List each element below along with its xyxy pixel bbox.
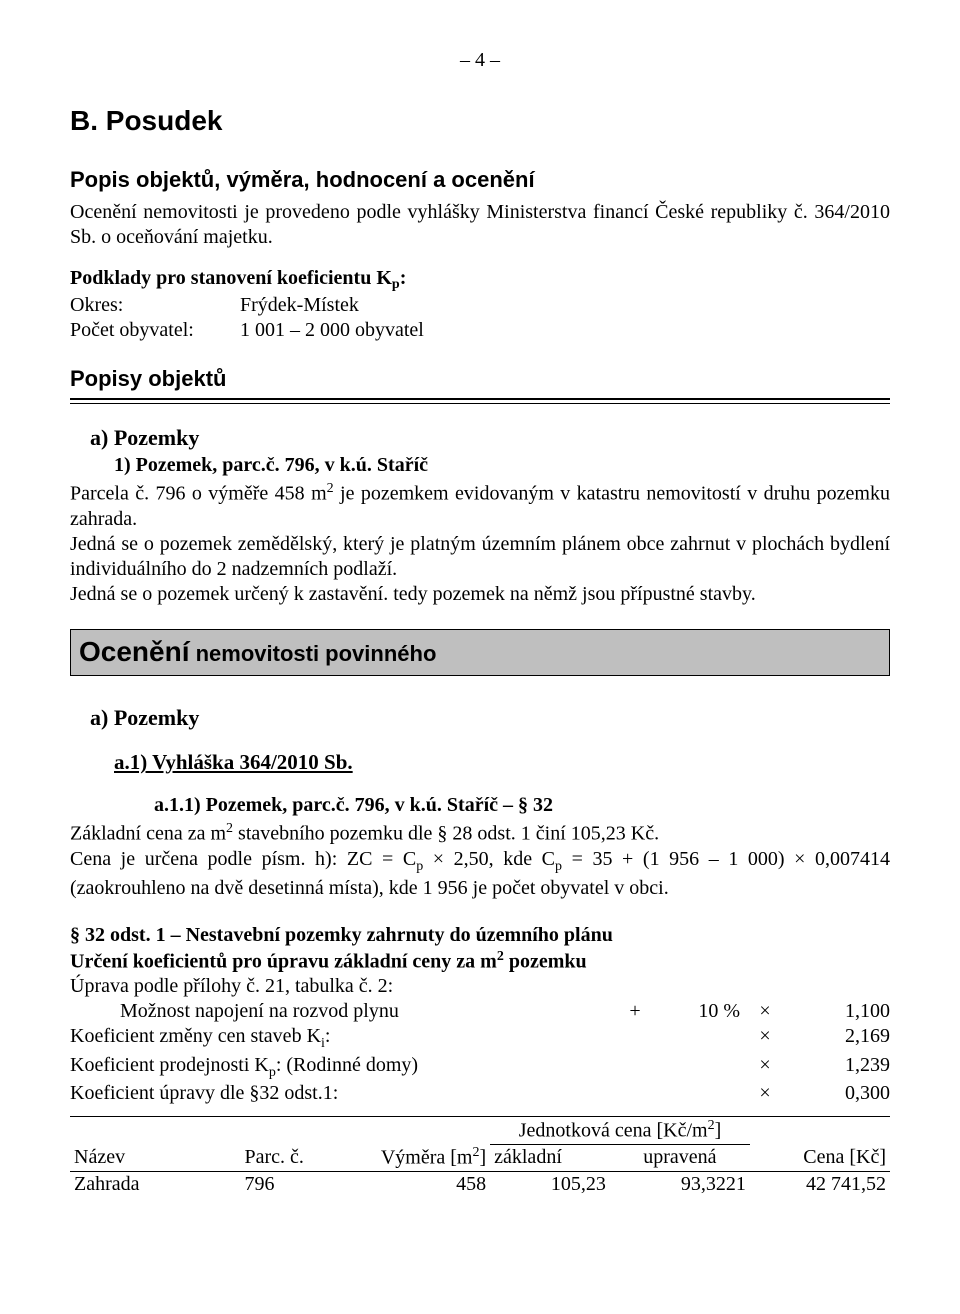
th-vym-pre: Výměra [m bbox=[381, 1147, 473, 1169]
oceneni-small: nemovitosti povinného bbox=[189, 641, 436, 666]
oceneni-box: Ocenění nemovitosti povinného bbox=[70, 629, 890, 676]
th-vym-post: ] bbox=[479, 1147, 486, 1169]
zakladni-cena-line: Základní cena za m2 stavebního pozemku d… bbox=[70, 820, 890, 847]
th-upravena: upravená bbox=[610, 1144, 750, 1171]
koef-row-0: Možnost napojení na rozvod plynu + 10 % … bbox=[70, 999, 890, 1024]
section-b-subtitle: Popis objektů, výměra, hodnocení a oceně… bbox=[70, 166, 890, 194]
section-b-intro: Ocenění nemovitosti je provedeno podle v… bbox=[70, 200, 890, 250]
section-b-title: B. Posudek bbox=[70, 103, 890, 138]
koef-0-label: Možnost napojení na rozvod plynu bbox=[120, 999, 610, 1024]
document-page: – 4 – B. Posudek Popis objektů, výměra, … bbox=[0, 0, 960, 1257]
koef-row-3: Koeficient úpravy dle §32 odst.1: × 0,30… bbox=[70, 1081, 890, 1106]
oceneni-a-pozemky: a) Pozemky bbox=[90, 704, 890, 732]
cena-line: Cena je určena podle písm. h): ZC = C p ×… bbox=[70, 847, 890, 901]
koef-1-pre: Koeficient změny cen staveb K bbox=[70, 1025, 321, 1047]
td-zakladni: 105,23 bbox=[490, 1172, 610, 1198]
koef-2-label: Koeficient prodejnosti Kp: (Rodinné domy… bbox=[70, 1053, 610, 1082]
koef-2-post: : (Rodinné domy) bbox=[276, 1054, 418, 1076]
th-empty-1 bbox=[70, 1117, 240, 1145]
th-jed-post: ] bbox=[715, 1120, 722, 1142]
th-parc: Parc. č. bbox=[240, 1144, 350, 1171]
urceni-sup: 2 bbox=[497, 949, 504, 964]
koef-row-1: Koeficient změny cen staveb Ki: × 2,169 bbox=[70, 1024, 890, 1053]
th-empty-2 bbox=[240, 1117, 350, 1145]
table-row: Zahrada 796 458 105,23 93,3221 42 741,52 bbox=[70, 1172, 890, 1198]
cena-mid: × 2,50, kde C bbox=[423, 848, 555, 870]
kp-pocet-label: Počet obyvatel: bbox=[70, 318, 240, 343]
pozemek-1-title: 1) Pozemek, parc.č. 796, v k.ú. Staříč bbox=[114, 453, 890, 478]
pozemek-p1: Parcela č. 796 o výměře 458 m2 je pozemk… bbox=[70, 480, 890, 532]
table-header-row-1: Jednotková cena [Kč/m2] bbox=[70, 1117, 890, 1145]
oceneni-big: Ocenění bbox=[79, 636, 189, 667]
th-cena: Cena [Kč] bbox=[750, 1144, 890, 1171]
th-jednotkova: Jednotková cena [Kč/m2] bbox=[490, 1117, 750, 1145]
koef-2-val: 1,239 bbox=[790, 1053, 890, 1078]
td-cena: 42 741,52 bbox=[750, 1172, 890, 1198]
popisy-title: Popisy objektů bbox=[70, 365, 890, 393]
kp-okres-value: Frýdek-Místek bbox=[240, 293, 359, 318]
koef-row-2: Koeficient prodejnosti Kp: (Rodinné domy… bbox=[70, 1053, 890, 1082]
koef-1-val: 2,169 bbox=[790, 1024, 890, 1049]
td-nazev: Zahrada bbox=[70, 1172, 240, 1198]
cena-pre: Cena je určena podle písm. h): ZC = C bbox=[70, 848, 416, 870]
pozemek-p2: Jedná se o pozemek zemědělský, který je … bbox=[70, 532, 890, 582]
td-parc: 796 bbox=[240, 1172, 350, 1198]
th-empty-3 bbox=[350, 1117, 490, 1145]
kp-okres-label: Okres: bbox=[70, 293, 240, 318]
pozemek-p1-pre: Parcela č. 796 o výměře 458 m bbox=[70, 483, 327, 505]
uprava-line: Úprava podle přílohy č. 21, tabulka č. 2… bbox=[70, 974, 890, 999]
koef-2-pre: Koeficient prodejnosti K bbox=[70, 1054, 269, 1076]
koef-0-pct: 10 % bbox=[660, 999, 740, 1024]
th-empty-4 bbox=[750, 1117, 890, 1145]
kp-title: Podklady pro stanovení koeficientu Kp: bbox=[70, 266, 890, 291]
koef-2-sub: p bbox=[269, 1065, 276, 1080]
oceneni-a1: a.1) Vyhláška 364/2010 Sb. bbox=[114, 749, 890, 775]
cena-sub2: p bbox=[555, 859, 562, 874]
zak-post: stavebního pozemku dle § 28 odst. 1 činí… bbox=[233, 823, 659, 845]
koef-0-times: × bbox=[740, 999, 790, 1024]
th-nazev: Název bbox=[70, 1144, 240, 1171]
th-zakladni: základní bbox=[490, 1144, 610, 1171]
oceneni-a11: a.1.1) Pozemek, parc.č. 796, v k.ú. Stař… bbox=[154, 793, 890, 818]
urceni-line: Určení koeficientů pro úpravu základní c… bbox=[70, 948, 890, 975]
td-upravena: 93,3221 bbox=[610, 1172, 750, 1198]
table-header-row-2: Název Parc. č. Výměra [m2] základní upra… bbox=[70, 1144, 890, 1171]
kp-title-pre: Podklady pro stanovení koeficientu K bbox=[70, 267, 392, 289]
kp-title-sub: p bbox=[392, 276, 400, 294]
urceni-pre: Určení koeficientů pro úpravu základní c… bbox=[70, 950, 497, 972]
popisy-divider bbox=[70, 398, 890, 404]
koef-3-val: 0,300 bbox=[790, 1081, 890, 1106]
koef-0-val: 1,100 bbox=[790, 999, 890, 1024]
th-jed-sup: 2 bbox=[708, 1118, 715, 1133]
sec32-title: § 32 odst. 1 – Nestavební pozemky zahrnu… bbox=[70, 923, 890, 948]
kp-row-pocet: Počet obyvatel: 1 001 – 2 000 obyvatel bbox=[70, 318, 890, 343]
zak-sup: 2 bbox=[226, 821, 233, 836]
th-jed-pre: Jednotková cena [Kč/m bbox=[519, 1120, 708, 1142]
koef-3-label: Koeficient úpravy dle §32 odst.1: bbox=[70, 1081, 610, 1106]
koef-2-times: × bbox=[740, 1053, 790, 1078]
price-table: Jednotková cena [Kč/m2] Název Parc. č. V… bbox=[70, 1116, 890, 1197]
pozemek-p1-sup: 2 bbox=[327, 481, 334, 496]
koef-3-times: × bbox=[740, 1081, 790, 1106]
zak-pre: Základní cena za m bbox=[70, 823, 226, 845]
koef-0-plus: + bbox=[610, 999, 660, 1024]
th-vymera: Výměra [m2] bbox=[350, 1144, 490, 1171]
urceni-post: pozemku bbox=[504, 950, 587, 972]
kp-row-okres: Okres: Frýdek-Místek bbox=[70, 293, 890, 318]
koef-1-post: : bbox=[325, 1025, 331, 1047]
koef-1-label: Koeficient změny cen staveb Ki: bbox=[70, 1024, 610, 1053]
kp-pocet-value: 1 001 – 2 000 obyvatel bbox=[240, 318, 424, 343]
a-pozemky-heading: a) Pozemky bbox=[90, 424, 890, 452]
page-number: – 4 – bbox=[70, 48, 890, 73]
td-vymera: 458 bbox=[350, 1172, 490, 1198]
kp-block: Podklady pro stanovení koeficientu Kp: O… bbox=[70, 266, 890, 343]
koef-1-times: × bbox=[740, 1024, 790, 1049]
kp-title-post: : bbox=[400, 267, 407, 289]
pozemek-p3: Jedná se o pozemek určený k zastavění. t… bbox=[70, 582, 890, 607]
